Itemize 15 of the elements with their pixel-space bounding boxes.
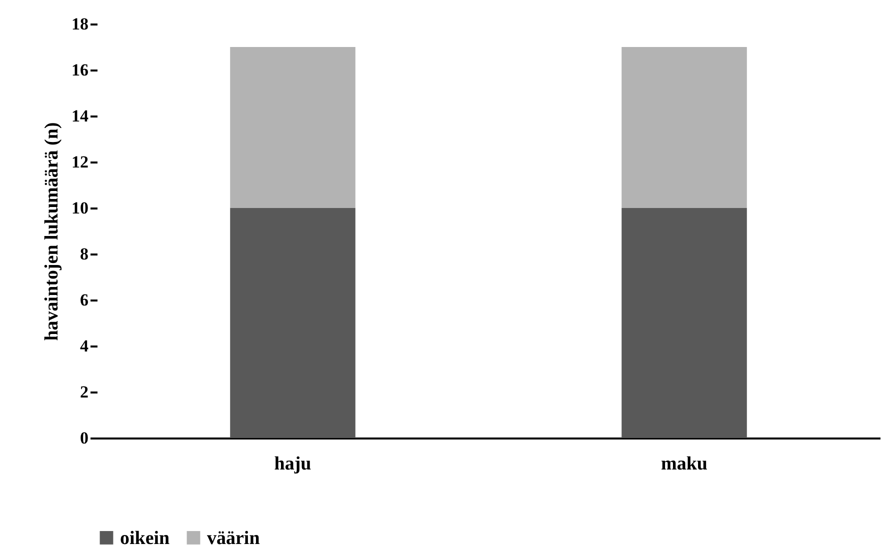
y-tick-label: 14 [72,106,89,126]
y-tick-label: 12 [72,152,88,172]
legend-label: oikein [120,528,170,545]
x-tick-label: haju [274,454,312,474]
x-tick-label: maku [661,454,708,474]
y-tick-label: 0 [80,428,88,448]
y-tick-label: 8 [80,244,88,264]
legend-label: väärin [207,528,260,545]
y-axis-title: havaintojen lukumäärä (n) [42,122,62,341]
y-tick-label: 16 [72,60,88,80]
y-tick-label: 18 [72,14,88,34]
y-tick-label: 10 [72,198,88,218]
y-tick-label: 6 [80,290,88,310]
y-tick-label: 2 [80,382,88,402]
y-tick-label: 4 [80,336,89,356]
